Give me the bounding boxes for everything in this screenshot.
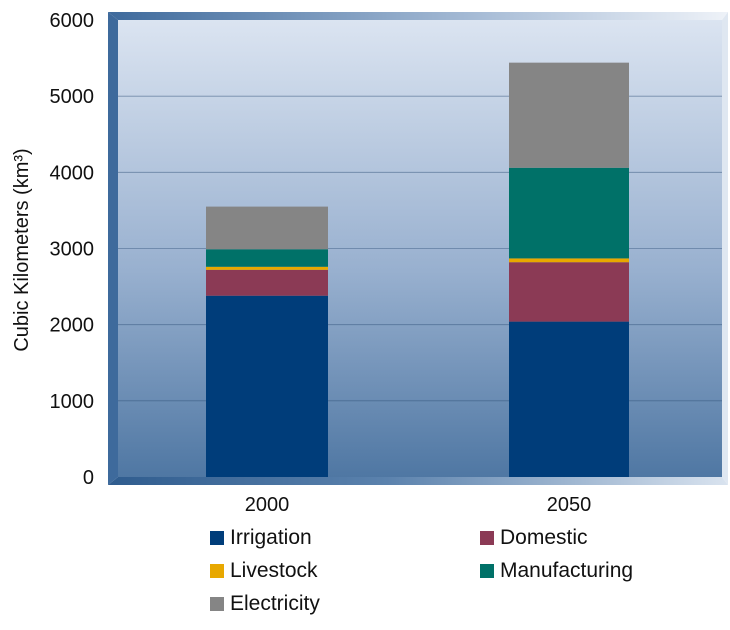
plot-frame-top — [108, 12, 728, 20]
legend-item-domestic: Domestic — [480, 526, 588, 550]
legend-item-irrigation: Irrigation — [210, 526, 312, 550]
plot-frame-left — [108, 12, 118, 485]
legend-swatch — [210, 597, 224, 611]
legend-label: Manufacturing — [500, 559, 634, 582]
bar-manufacturing-2050 — [509, 167, 629, 259]
x-tick-label: 2000 — [245, 494, 290, 516]
bar-electricity-2050 — [509, 62, 629, 168]
y-tick-label: 1000 — [50, 391, 95, 413]
bar-domestic-2000 — [206, 269, 328, 296]
legend-swatch — [210, 531, 224, 545]
y-axis-label: Cubic Kilometers (km³) — [11, 148, 33, 351]
x-tick-labels: 2000 2050 — [245, 494, 592, 516]
bar-manufacturing-2000 — [206, 249, 328, 267]
x-tick-label: 2050 — [547, 494, 592, 516]
bar-irrigation-2000 — [206, 295, 328, 477]
legend-item-manufacturing: Manufacturing — [480, 559, 633, 583]
legend-swatch — [210, 564, 224, 578]
plot-frame-right — [722, 12, 728, 485]
bar-livestock-2000 — [206, 266, 328, 270]
bar-livestock-2050 — [509, 258, 629, 263]
bar-domestic-2050 — [509, 262, 629, 322]
legend-item-electricity: Electricity — [210, 592, 320, 616]
legend-label: Irrigation — [230, 526, 312, 549]
bar-electricity-2000 — [206, 206, 328, 250]
legend-swatch — [480, 531, 494, 545]
bars — [206, 62, 629, 477]
legend-label: Domestic — [500, 526, 588, 549]
y-tick-labels: 0 1000 2000 3000 4000 5000 6000 — [50, 10, 95, 489]
y-tick-label: 0 — [83, 467, 94, 489]
bar-irrigation-2050 — [509, 321, 629, 477]
legend-swatch — [480, 564, 494, 578]
y-tick-label: 3000 — [50, 239, 95, 261]
plot-frame-bottom — [108, 477, 728, 485]
legend-item-livestock: Livestock — [210, 559, 318, 583]
y-tick-label: 6000 — [50, 10, 95, 32]
y-tick-label: 5000 — [50, 86, 95, 108]
chart-canvas: 0 1000 2000 3000 4000 5000 6000 2000 2050 Cubic… — [11, 10, 728, 516]
y-tick-label: 4000 — [50, 162, 95, 184]
legend-label: Livestock — [230, 559, 318, 582]
y-tick-label: 2000 — [50, 315, 95, 337]
legend-label: Electricity — [230, 592, 320, 615]
